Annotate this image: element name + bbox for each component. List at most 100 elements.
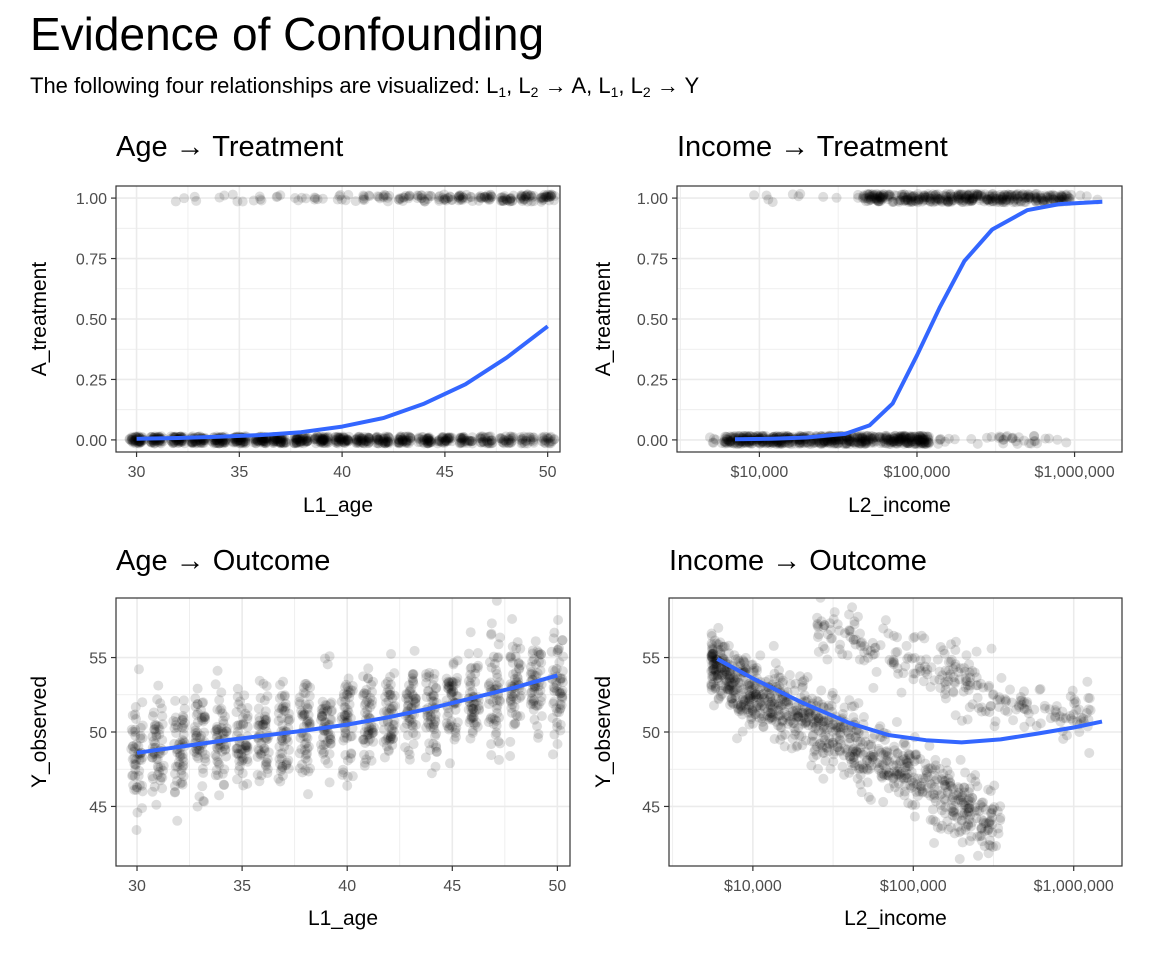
data-point: [761, 190, 772, 201]
data-point: [917, 196, 928, 207]
panel-title: Income → Outcome: [669, 545, 927, 577]
data-point: [716, 663, 727, 674]
data-point: [910, 195, 921, 206]
data-point: [854, 431, 865, 442]
data-point: [481, 192, 492, 203]
data-point: [210, 770, 221, 781]
data-point: [956, 807, 967, 818]
data-point: [466, 701, 477, 712]
data-point: [176, 765, 187, 776]
data-point: [806, 438, 817, 449]
data-point: [751, 702, 762, 713]
data-point: [855, 779, 866, 790]
data-point: [361, 722, 372, 733]
data-point: [862, 777, 873, 788]
data-point: [343, 189, 354, 200]
data-point: [272, 436, 283, 447]
data-point: [831, 435, 842, 446]
data-point: [802, 672, 813, 683]
data-point: [137, 752, 148, 763]
data-point: [459, 437, 470, 448]
data-point: [804, 706, 815, 717]
data-point: [516, 190, 527, 201]
data-point: [858, 712, 869, 723]
data-point: [817, 438, 828, 449]
data-point: [892, 646, 903, 657]
data-point: [966, 773, 977, 784]
data-point: [943, 433, 954, 444]
data-point: [331, 435, 342, 446]
data-point: [355, 438, 366, 449]
data-point: [503, 435, 514, 446]
data-point: [875, 721, 886, 732]
panel-title: Income → Treatment: [677, 131, 948, 163]
data-point: [850, 639, 861, 650]
data-point: [826, 700, 837, 711]
data-point: [909, 436, 920, 447]
data-point: [855, 438, 866, 449]
data-point: [756, 700, 767, 711]
data-point: [764, 699, 775, 710]
data-point: [849, 701, 860, 712]
data-point: [231, 436, 242, 447]
data-point: [273, 437, 284, 448]
data-point: [310, 438, 321, 449]
data-point: [339, 710, 350, 721]
data-point: [383, 438, 394, 449]
data-point: [971, 646, 982, 657]
data-point: [336, 714, 347, 725]
data-point: [749, 687, 760, 698]
data-point: [421, 672, 432, 683]
data-point: [966, 196, 977, 207]
data-point: [346, 731, 357, 742]
data-point: [298, 432, 309, 443]
data-point: [888, 436, 899, 447]
data-point: [433, 192, 444, 203]
data-point: [529, 682, 540, 693]
data-point: [929, 793, 940, 804]
data-point: [808, 717, 819, 728]
data-point: [814, 739, 825, 750]
data-point: [945, 196, 956, 207]
data-point: [906, 436, 917, 447]
data-point: [127, 434, 138, 445]
data-point: [964, 836, 975, 847]
data-point: [967, 194, 978, 205]
data-point: [527, 192, 538, 203]
data-point: [127, 741, 138, 752]
data-point: [797, 712, 808, 723]
data-point: [943, 196, 954, 207]
data-point: [507, 432, 518, 443]
data-point: [877, 191, 888, 202]
data-point: [137, 786, 148, 797]
data-point: [238, 437, 249, 448]
data-point: [168, 437, 179, 448]
data-point: [520, 191, 531, 202]
data-point: [823, 717, 834, 728]
data-point: [192, 727, 203, 738]
data-point: [186, 437, 197, 448]
data-point: [927, 804, 938, 815]
data-point: [436, 436, 447, 447]
data-point: [963, 803, 974, 814]
data-point: [235, 435, 246, 446]
data-point: [836, 723, 847, 734]
data-point: [845, 751, 856, 762]
data-point: [815, 438, 826, 449]
data-point: [767, 704, 778, 715]
data-point: [768, 640, 779, 651]
data-point: [212, 721, 223, 732]
data-point: [359, 700, 370, 711]
data-point: [363, 735, 374, 746]
data-point: [281, 759, 292, 770]
data-point: [872, 195, 883, 206]
data-point: [862, 765, 873, 776]
data-point: [442, 433, 453, 444]
data-point: [550, 666, 561, 677]
data-point: [515, 432, 526, 443]
data-point: [220, 437, 231, 448]
data-point: [842, 434, 853, 445]
data-point: [900, 431, 911, 442]
data-point: [925, 193, 936, 204]
data-point: [132, 782, 143, 793]
